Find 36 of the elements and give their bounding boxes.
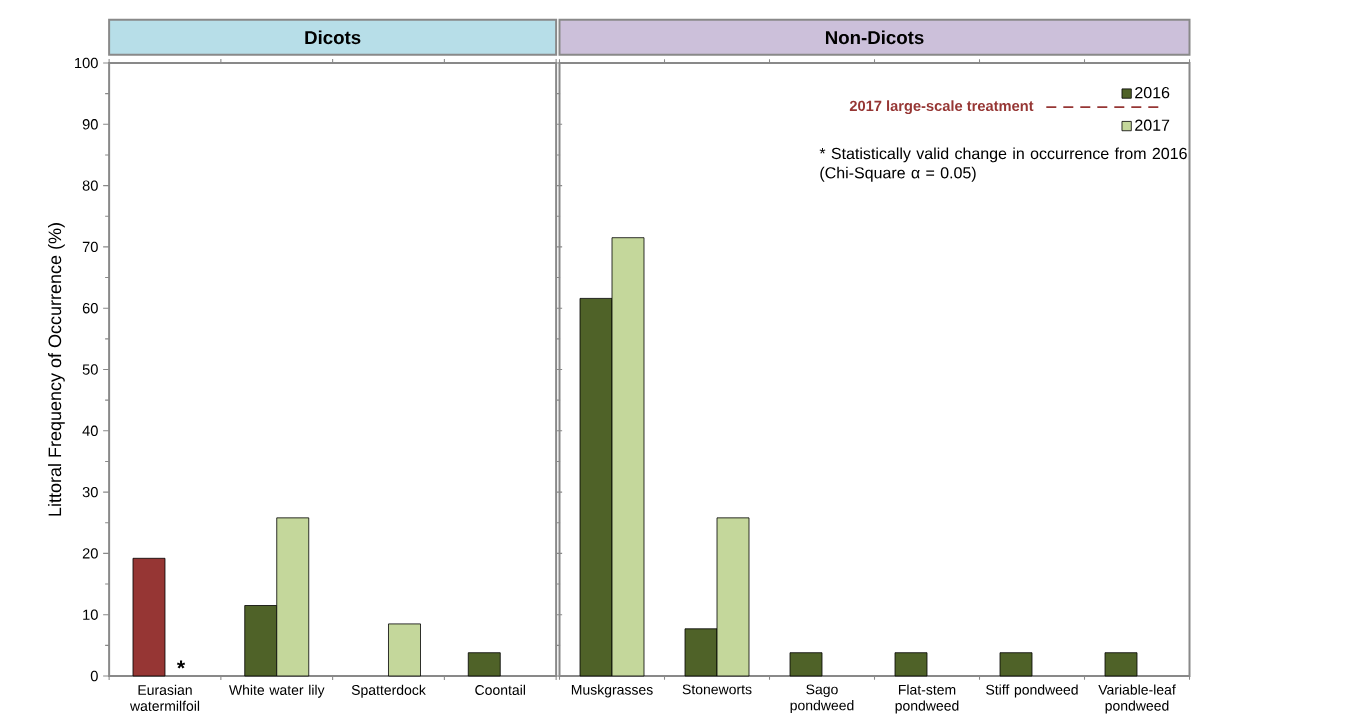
bar xyxy=(999,652,1033,677)
x-tick-label: Spatterdock xyxy=(351,684,426,698)
x-tick-label: Sago pondweed xyxy=(790,684,854,714)
y-tick-label: 100 xyxy=(75,57,98,69)
bar xyxy=(467,652,501,677)
y-tick-label: 40 xyxy=(82,425,98,436)
y-tick-label: 50 xyxy=(82,364,98,375)
bar xyxy=(388,623,421,677)
y-tick-label: 60 xyxy=(82,303,98,314)
legend-label: 2017 xyxy=(1135,119,1170,131)
x-tick-label: Variable-leaf pondweed xyxy=(1098,684,1176,714)
x-tick-label: Coontail xyxy=(475,684,525,695)
bar xyxy=(894,652,928,677)
y-tick-label: 0 xyxy=(90,670,98,682)
y-axis-title: Littoral Frequency of Occurrence (%) xyxy=(48,223,65,516)
y-tick-label: 10 xyxy=(83,609,98,620)
annotation: * Statistically valid change in occurrence from 2016 (Chi-Square α = 0.05) xyxy=(819,147,1187,182)
x-tick-label: Muskgrasses xyxy=(571,684,653,698)
y-tick-label: 30 xyxy=(82,486,98,498)
x-tick-label: Eurasian watermilfoil xyxy=(129,684,200,711)
x-tick-label: Stoneworts xyxy=(682,684,752,695)
legend-label: 2016 xyxy=(1135,86,1170,99)
y-tick-label: 80 xyxy=(82,180,98,191)
chart-title: Dicots xyxy=(305,30,361,45)
y-tick-label: 90 xyxy=(82,119,98,130)
y-tick-label: 20 xyxy=(82,548,98,559)
annotation: 2017 large-scale treatment xyxy=(849,100,1034,115)
x-tick-label: Flat-stem pondweed xyxy=(895,684,959,714)
chart-title: Non-Dicots xyxy=(825,30,924,45)
bar xyxy=(789,652,823,677)
annotation: * xyxy=(176,660,186,669)
x-tick-label: White water lily xyxy=(228,684,325,698)
y-tick-label: 70 xyxy=(82,241,98,253)
bar xyxy=(1104,652,1138,677)
x-tick-label: Stiff pondweed xyxy=(986,684,1078,698)
bar xyxy=(132,557,166,677)
